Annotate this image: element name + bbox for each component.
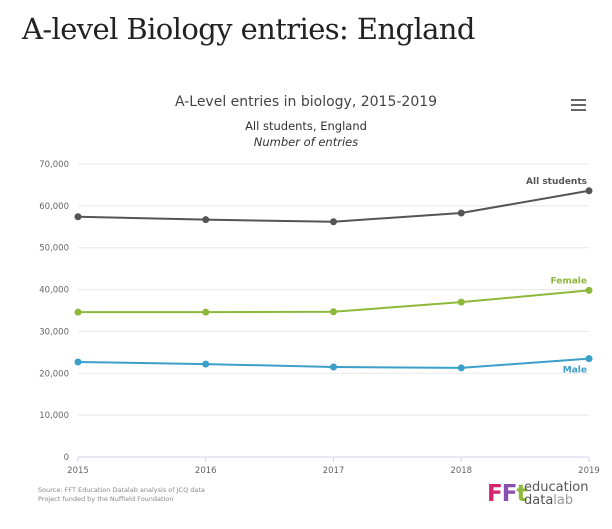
series-label: Female: [550, 276, 587, 286]
source-line: Source: FFT Education Datalab analysis o…: [38, 486, 205, 494]
data-point: [457, 364, 465, 372]
page-title: A-level Biology entries: England: [22, 12, 475, 46]
y-tick-label: 30,000: [39, 327, 69, 337]
data-point: [74, 308, 82, 316]
fft-logo-mark: FFt: [487, 481, 527, 507]
data-point: [330, 363, 337, 371]
x-tick-label: 2016: [195, 466, 217, 476]
data-point: [457, 298, 465, 306]
data-point: [74, 213, 82, 221]
y-tick-label: 20,000: [39, 369, 69, 379]
logo-text-data: data: [524, 493, 554, 508]
y-tick-label: 70,000: [39, 160, 69, 170]
series-label: All students: [526, 177, 587, 187]
x-tick-label: 2017: [323, 466, 345, 476]
chart-subtitle: All students, England: [245, 119, 367, 133]
y-tick-label: 60,000: [39, 202, 69, 212]
x-tick-label: 2019: [578, 466, 600, 476]
data-point: [330, 308, 337, 316]
y-tick-label: 0: [64, 453, 69, 463]
series-label: Male: [563, 366, 587, 376]
logo-text-education: education: [524, 480, 589, 495]
hamburger-menu-icon[interactable]: [571, 99, 586, 112]
data-point: [585, 187, 593, 195]
logo-text: education datalab: [524, 481, 589, 507]
data-point: [74, 358, 82, 366]
source-note: Source: FFT Education Datalab analysis o…: [38, 486, 205, 504]
y-tick-label: 50,000: [39, 244, 69, 254]
y-tick-label: 10,000: [39, 411, 69, 421]
data-point: [330, 218, 337, 226]
data-point: [585, 355, 593, 363]
data-point: [202, 308, 210, 316]
chart-units-subtitle: Number of entries: [253, 135, 359, 149]
chart-title: A-Level entries in biology, 2015-2019: [174, 94, 438, 110]
funding-line: Project funded by the Nuffield Foundatio…: [38, 495, 174, 503]
x-tick-label: 2015: [67, 466, 89, 476]
y-tick-label: 40,000: [39, 286, 69, 296]
data-point: [202, 360, 210, 368]
data-point: [585, 286, 593, 294]
data-point: [202, 216, 210, 224]
logo-text-lab: lab: [553, 493, 574, 508]
data-point: [457, 209, 465, 217]
x-tick-label: 2018: [450, 466, 472, 476]
